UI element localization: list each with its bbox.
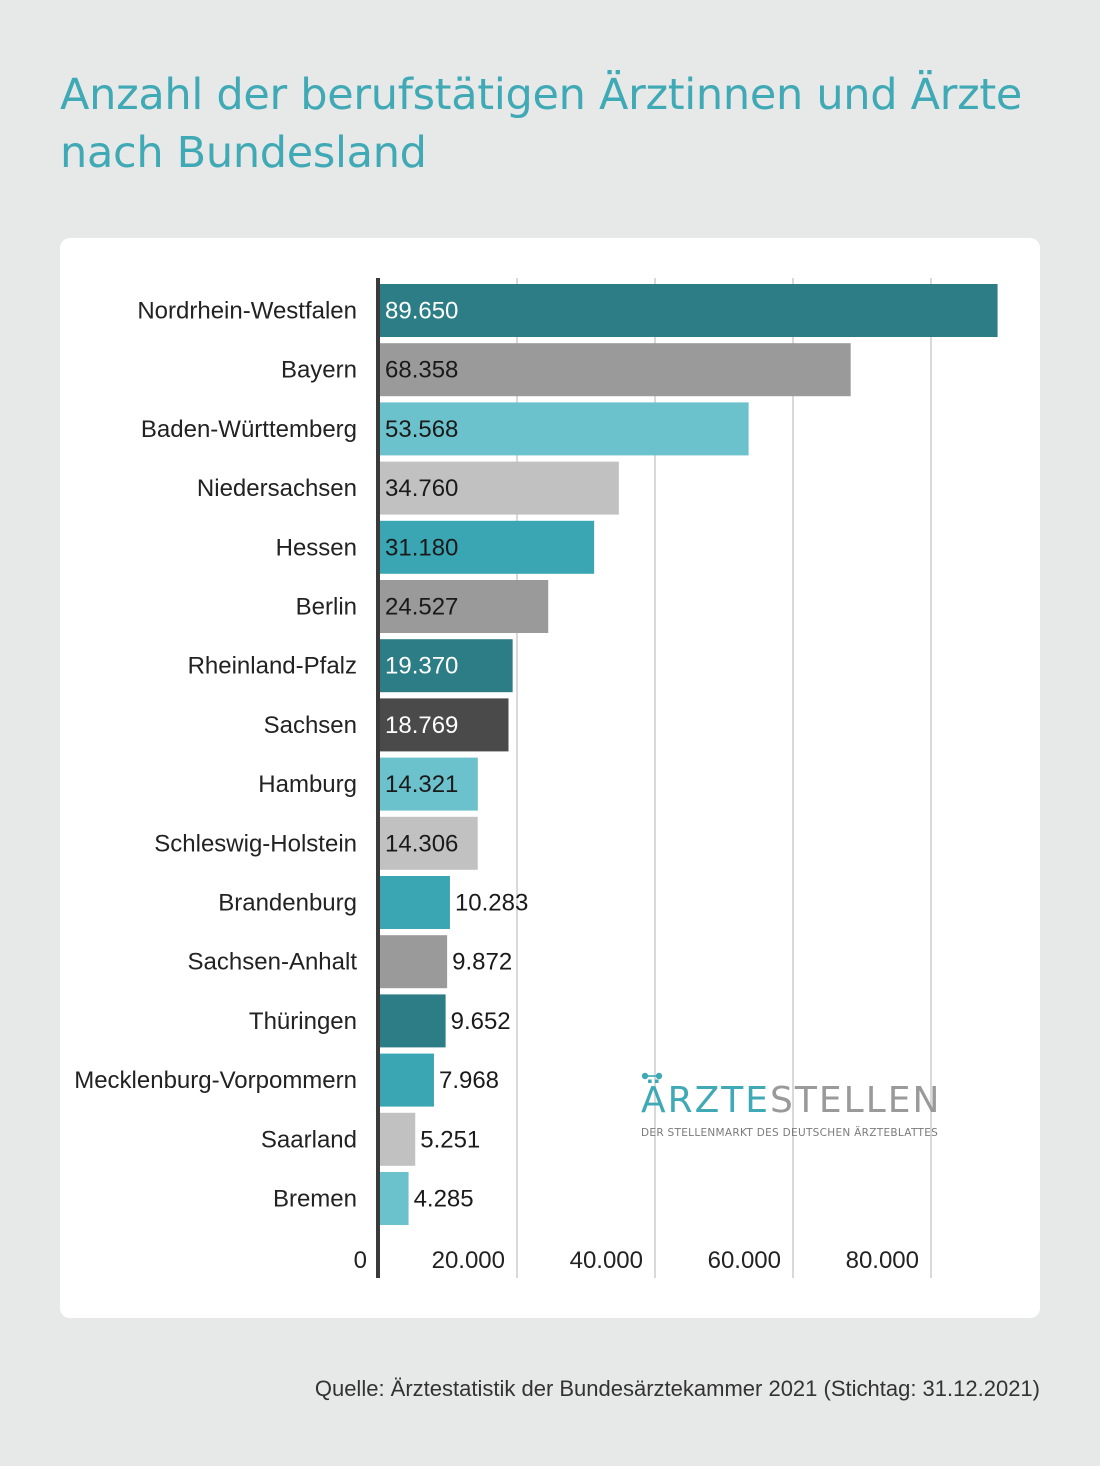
category-label: Brandenburg xyxy=(218,890,357,917)
bar xyxy=(379,580,549,633)
category-label: Sachsen xyxy=(264,712,357,739)
logo-word-aerzte: ÄRZTE xyxy=(641,1080,771,1121)
bar xyxy=(379,876,450,929)
category-label: Berlin xyxy=(296,594,357,621)
bar-chart: Nordrhein-Westfalen 89.650 Bayern 68.358 Bad… xyxy=(74,278,998,1278)
source-note: Quelle: Ärztestatistik der Bundesärzteka… xyxy=(314,1376,1040,1401)
bar xyxy=(379,935,448,989)
category-label: Thüringen xyxy=(249,1008,357,1035)
value-label: 9.872 xyxy=(452,949,512,976)
value-label: 24.527 xyxy=(385,594,458,621)
value-label: 53.568 xyxy=(385,416,458,443)
category-label: Hamburg xyxy=(258,771,357,798)
value-label: 10.283 xyxy=(455,890,528,917)
logo-dots-icon xyxy=(641,1072,663,1080)
aerztestellen-logo: ÄRZTESTELLEN DER STELLENMARKT DES DEUTSC… xyxy=(641,1072,961,1139)
value-label: 34.760 xyxy=(385,475,458,502)
bar xyxy=(379,461,619,515)
value-label: 14.321 xyxy=(385,771,458,798)
bar xyxy=(379,284,998,337)
value-label: 14.306 xyxy=(385,830,458,857)
value-label: 5.251 xyxy=(420,1126,480,1153)
bar xyxy=(379,520,595,574)
category-label: Sachsen-Anhalt xyxy=(188,949,358,976)
value-label: 18.769 xyxy=(385,712,458,739)
category-label: Bayern xyxy=(281,357,357,384)
bar xyxy=(379,639,513,693)
chart-card: Nordrhein-Westfalen 89.650 Bayern 68.358 Bad… xyxy=(60,238,1040,1318)
x-tick-label: 60.000 xyxy=(708,1247,781,1274)
chart-title: Anzahl der berufstätigen Ärztinnen und Ä… xyxy=(60,70,1023,178)
value-label: 31.180 xyxy=(385,534,458,561)
value-label: 19.370 xyxy=(385,653,458,680)
value-label: 9.652 xyxy=(451,1008,511,1035)
bar xyxy=(379,994,446,1048)
logo-tagline: DER STELLENMARKT DES DEUTSCHEN ÄRZTEBLAT… xyxy=(641,1127,939,1139)
category-label: Rheinland-Pfalz xyxy=(188,653,357,680)
bar xyxy=(379,402,749,456)
bar xyxy=(379,816,478,870)
bar xyxy=(379,757,478,811)
category-label: Hessen xyxy=(276,534,357,561)
category-label: Bremen xyxy=(273,1186,357,1213)
x-tick-label: 80.000 xyxy=(846,1247,919,1274)
category-label: Mecklenburg-Vorpommern xyxy=(74,1067,357,1094)
category-label: Saarland xyxy=(261,1126,357,1153)
logo-word-stellen: STELLEN xyxy=(770,1080,942,1121)
bar xyxy=(379,1172,409,1225)
value-label: 4.285 xyxy=(414,1186,474,1213)
category-label: Baden-Württemberg xyxy=(141,416,357,443)
value-label: 68.358 xyxy=(385,357,458,384)
category-label: Schleswig-Holstein xyxy=(154,830,357,857)
x-tick-label: 20.000 xyxy=(432,1247,505,1274)
x-tick-label: 40.000 xyxy=(570,1247,643,1274)
value-label: 89.650 xyxy=(385,298,458,325)
bar xyxy=(379,698,509,752)
x-tick-label: 0 xyxy=(354,1247,367,1274)
value-label: 7.968 xyxy=(439,1067,499,1094)
category-label: Niedersachsen xyxy=(197,475,357,502)
category-label: Nordrhein-Westfalen xyxy=(137,298,357,325)
bar xyxy=(379,343,851,397)
bar xyxy=(379,1112,416,1166)
bar xyxy=(379,1053,434,1107)
